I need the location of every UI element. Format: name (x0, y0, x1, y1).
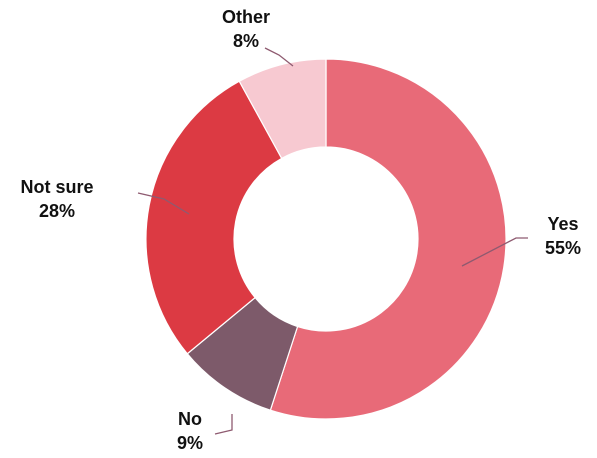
label-yes: Yes (547, 214, 578, 234)
value-label-no: 9% (177, 433, 203, 453)
labels-layer: Yes 55% No 9% Not sure 28% Other 8% (20, 7, 581, 453)
leader-lines-layer (137, 47, 528, 435)
value-label-not-sure: 28% (39, 201, 75, 221)
label-not-sure: Not sure (20, 177, 93, 197)
slices-layer (145, 58, 507, 420)
value-label-yes: 55% (545, 238, 581, 258)
leader-line-other (264, 47, 294, 67)
leader-line-no (214, 414, 233, 435)
slice-not-sure (145, 80, 283, 355)
value-label-other: 8% (233, 31, 259, 51)
leader-line-not-sure (137, 192, 190, 215)
slice-other (238, 58, 327, 160)
label-other: Other (222, 7, 270, 27)
label-no: No (178, 409, 202, 429)
leader-line-yes (461, 237, 528, 267)
slice-yes (269, 58, 507, 420)
